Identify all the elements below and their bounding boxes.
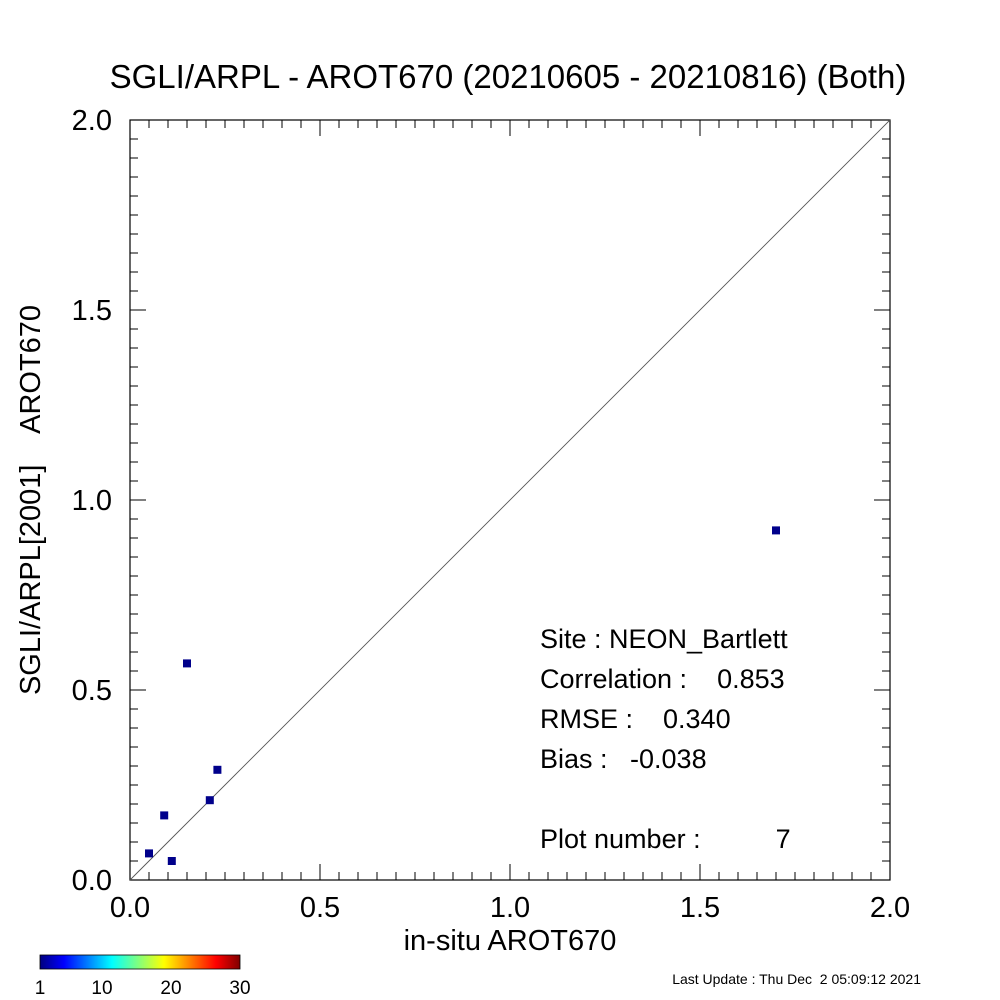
stat-site: Site : NEON_Bartlett <box>540 624 788 654</box>
x-tick-labels: 0.0 0.5 1.0 1.5 2.0 <box>110 892 910 924</box>
x-tick-label: 2.0 <box>870 892 910 924</box>
colorbar-label: 1 <box>35 978 46 999</box>
y-tick-label: 1.5 <box>72 295 112 327</box>
data-point <box>167 857 176 865</box>
stat-bias: Bias : -0.038 <box>540 744 707 774</box>
stat-rmse: RMSE : 0.340 <box>540 704 731 734</box>
colorbar <box>39 954 241 970</box>
y-tick-label: 0.0 <box>72 865 112 897</box>
stat-correlation: Correlation : 0.853 <box>540 664 785 694</box>
stats-box: Site : NEON_Bartlett Correlation : 0.853… <box>540 624 791 854</box>
colorbar-label: 10 <box>91 978 112 999</box>
y-tick-labels: 0.0 0.5 1.0 1.5 2.0 <box>72 105 112 897</box>
x-tick-label: 1.5 <box>680 892 720 924</box>
y-axis-label: SGLI/ARPL[2001] AROT670 <box>15 305 47 695</box>
y-tick-label: 1.0 <box>72 485 112 517</box>
data-point <box>183 659 191 668</box>
data-point <box>160 811 169 820</box>
x-axis-label: in-situ AROT670 <box>404 925 617 957</box>
data-point <box>772 526 780 535</box>
x-tick-label: 1.0 <box>490 892 530 924</box>
colorbar-label: 30 <box>229 978 250 999</box>
chart-title: SGLI/ARPL - AROT670 (20210605 - 20210816… <box>110 58 907 95</box>
y-tick-label: 0.5 <box>72 675 112 707</box>
x-tick-label: 0.5 <box>300 892 340 924</box>
colorbar-label: 20 <box>160 978 181 999</box>
last-update: Last Update : Thu Dec 2 05:09:12 2021 <box>672 971 921 987</box>
data-point <box>213 765 222 774</box>
one-to-one-line <box>129 119 891 881</box>
colorbar-labels: 1 10 20 30 <box>35 978 251 999</box>
x-tick-label: 0.0 <box>110 892 150 924</box>
data-point <box>145 849 153 858</box>
data-points <box>145 526 780 865</box>
y-tick-label: 2.0 <box>72 105 112 137</box>
axis-ticks <box>129 119 891 881</box>
stat-plot-number: Plot number : 7 <box>540 824 791 854</box>
data-point <box>205 796 214 805</box>
